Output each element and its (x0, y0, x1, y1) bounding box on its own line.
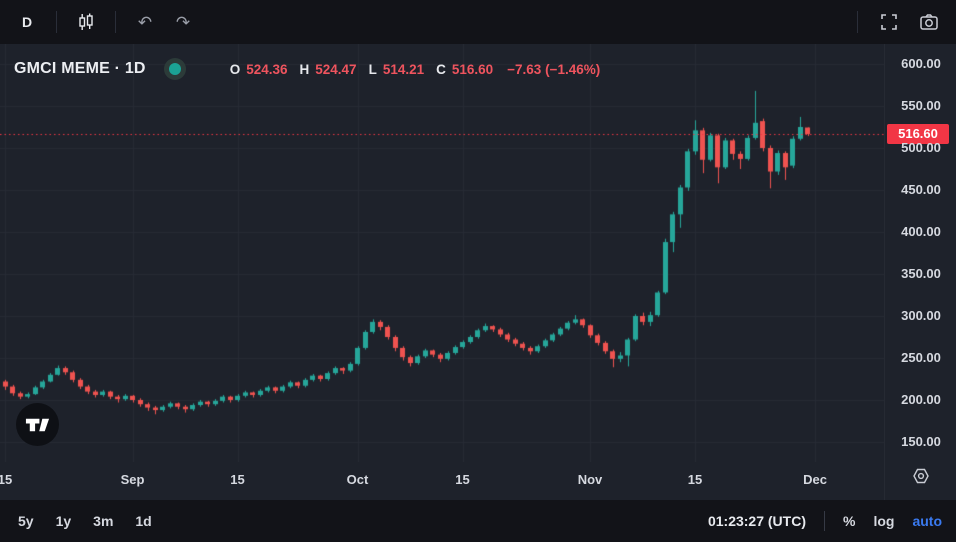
price-axis-label: 500.00 (901, 140, 941, 155)
footer-divider (823, 511, 825, 531)
time-axis-label: Nov (577, 472, 603, 487)
market-status-icon[interactable] (163, 58, 186, 80)
bottom-toolbar: 5y 1y 3m 1d 01:23:27 (UTC) % log auto (0, 500, 956, 542)
toolbar-divider (56, 11, 57, 33)
high-label: H (299, 61, 310, 77)
time-axis-label: 15 (0, 472, 13, 487)
toolbar-right-group (849, 0, 946, 44)
range-button-3m[interactable]: 3m (93, 513, 114, 529)
symbol-title[interactable]: GMCI MEME · 1D (14, 60, 146, 77)
last-price-tag: 516.60 (887, 124, 949, 145)
redo-icon[interactable]: ↷ (175, 12, 191, 32)
range-button-1y[interactable]: 1y (55, 513, 72, 529)
change-value: −7.63 (−1.46%) (507, 61, 601, 77)
log-scale-button[interactable]: log (873, 513, 895, 529)
candlestick-style-icon[interactable] (69, 7, 103, 37)
high-value: 524.47 (315, 61, 357, 77)
open-value: 524.36 (246, 61, 288, 77)
time-axis-label: Oct (346, 472, 369, 487)
close-value: 516.60 (451, 61, 494, 77)
toolbar-left-group: D ↶ ↷ (0, 7, 200, 37)
interval-button[interactable]: D (21, 14, 33, 30)
price-axis-label: 600.00 (901, 56, 941, 71)
chart-pane: GMCI MEME · 1D O 524.36 H 524.47 L 514.21 C… (0, 44, 884, 500)
price-axis-label: 400.00 (901, 224, 941, 239)
price-axis-label: 300.00 (901, 308, 941, 323)
candlestick-canvas[interactable] (0, 44, 884, 462)
price-axis-label: 150.00 (901, 434, 941, 449)
tradingview-logo[interactable] (16, 403, 59, 446)
undo-icon[interactable]: ↶ (137, 12, 153, 32)
time-axis-label: Sep (120, 472, 145, 487)
top-toolbar: D ↶ ↷ (0, 0, 956, 44)
time-axis[interactable]: 15 Sep 15 Oct 15 Nov 15 Dec (0, 462, 884, 500)
price-axis[interactable]: 516.60 600.00 550.00 500.00 450.00 400.00 350… (884, 44, 956, 500)
ohlc-values: O 524.36 H 524.47 L 514.21 C 516.60 −7.63 (−… (230, 62, 601, 77)
price-axis-label: 250.00 (901, 350, 941, 365)
clock-utc[interactable]: 01:23:27 (UTC) (707, 513, 806, 529)
low-label: L (368, 61, 377, 77)
price-axis-label: 450.00 (901, 182, 941, 197)
price-axis-label: 200.00 (901, 392, 941, 407)
axis-settings-gear-icon[interactable] (885, 464, 956, 488)
close-label: C (436, 61, 446, 77)
toolbar-divider (115, 11, 116, 33)
camera-icon[interactable] (912, 7, 946, 37)
time-axis-label: Dec (803, 472, 827, 487)
footer-right-group: 01:23:27 (UTC) % log auto (708, 511, 942, 531)
range-buttons: 5y 1y 3m 1d (0, 513, 152, 529)
toolbar-divider (857, 11, 858, 33)
chart-legend: GMCI MEME · 1D O 524.36 H 524.47 L 514.21 C… (14, 56, 600, 82)
low-value: 514.21 (382, 61, 425, 77)
auto-scale-button[interactable]: auto (912, 513, 942, 529)
time-axis-label: 15 (687, 472, 703, 487)
percent-scale-button[interactable]: % (842, 513, 856, 529)
range-button-5y[interactable]: 5y (18, 513, 34, 529)
time-axis-label: 15 (455, 472, 470, 487)
range-button-1d[interactable]: 1d (135, 513, 152, 529)
price-axis-label: 350.00 (901, 266, 941, 281)
price-axis-label: 550.00 (901, 98, 941, 113)
open-label: O (229, 61, 241, 77)
time-axis-label: 15 (230, 472, 245, 487)
fullscreen-icon[interactable] (872, 7, 906, 37)
chart-main-area: GMCI MEME · 1D O 524.36 H 524.47 L 514.21 C… (0, 44, 956, 500)
